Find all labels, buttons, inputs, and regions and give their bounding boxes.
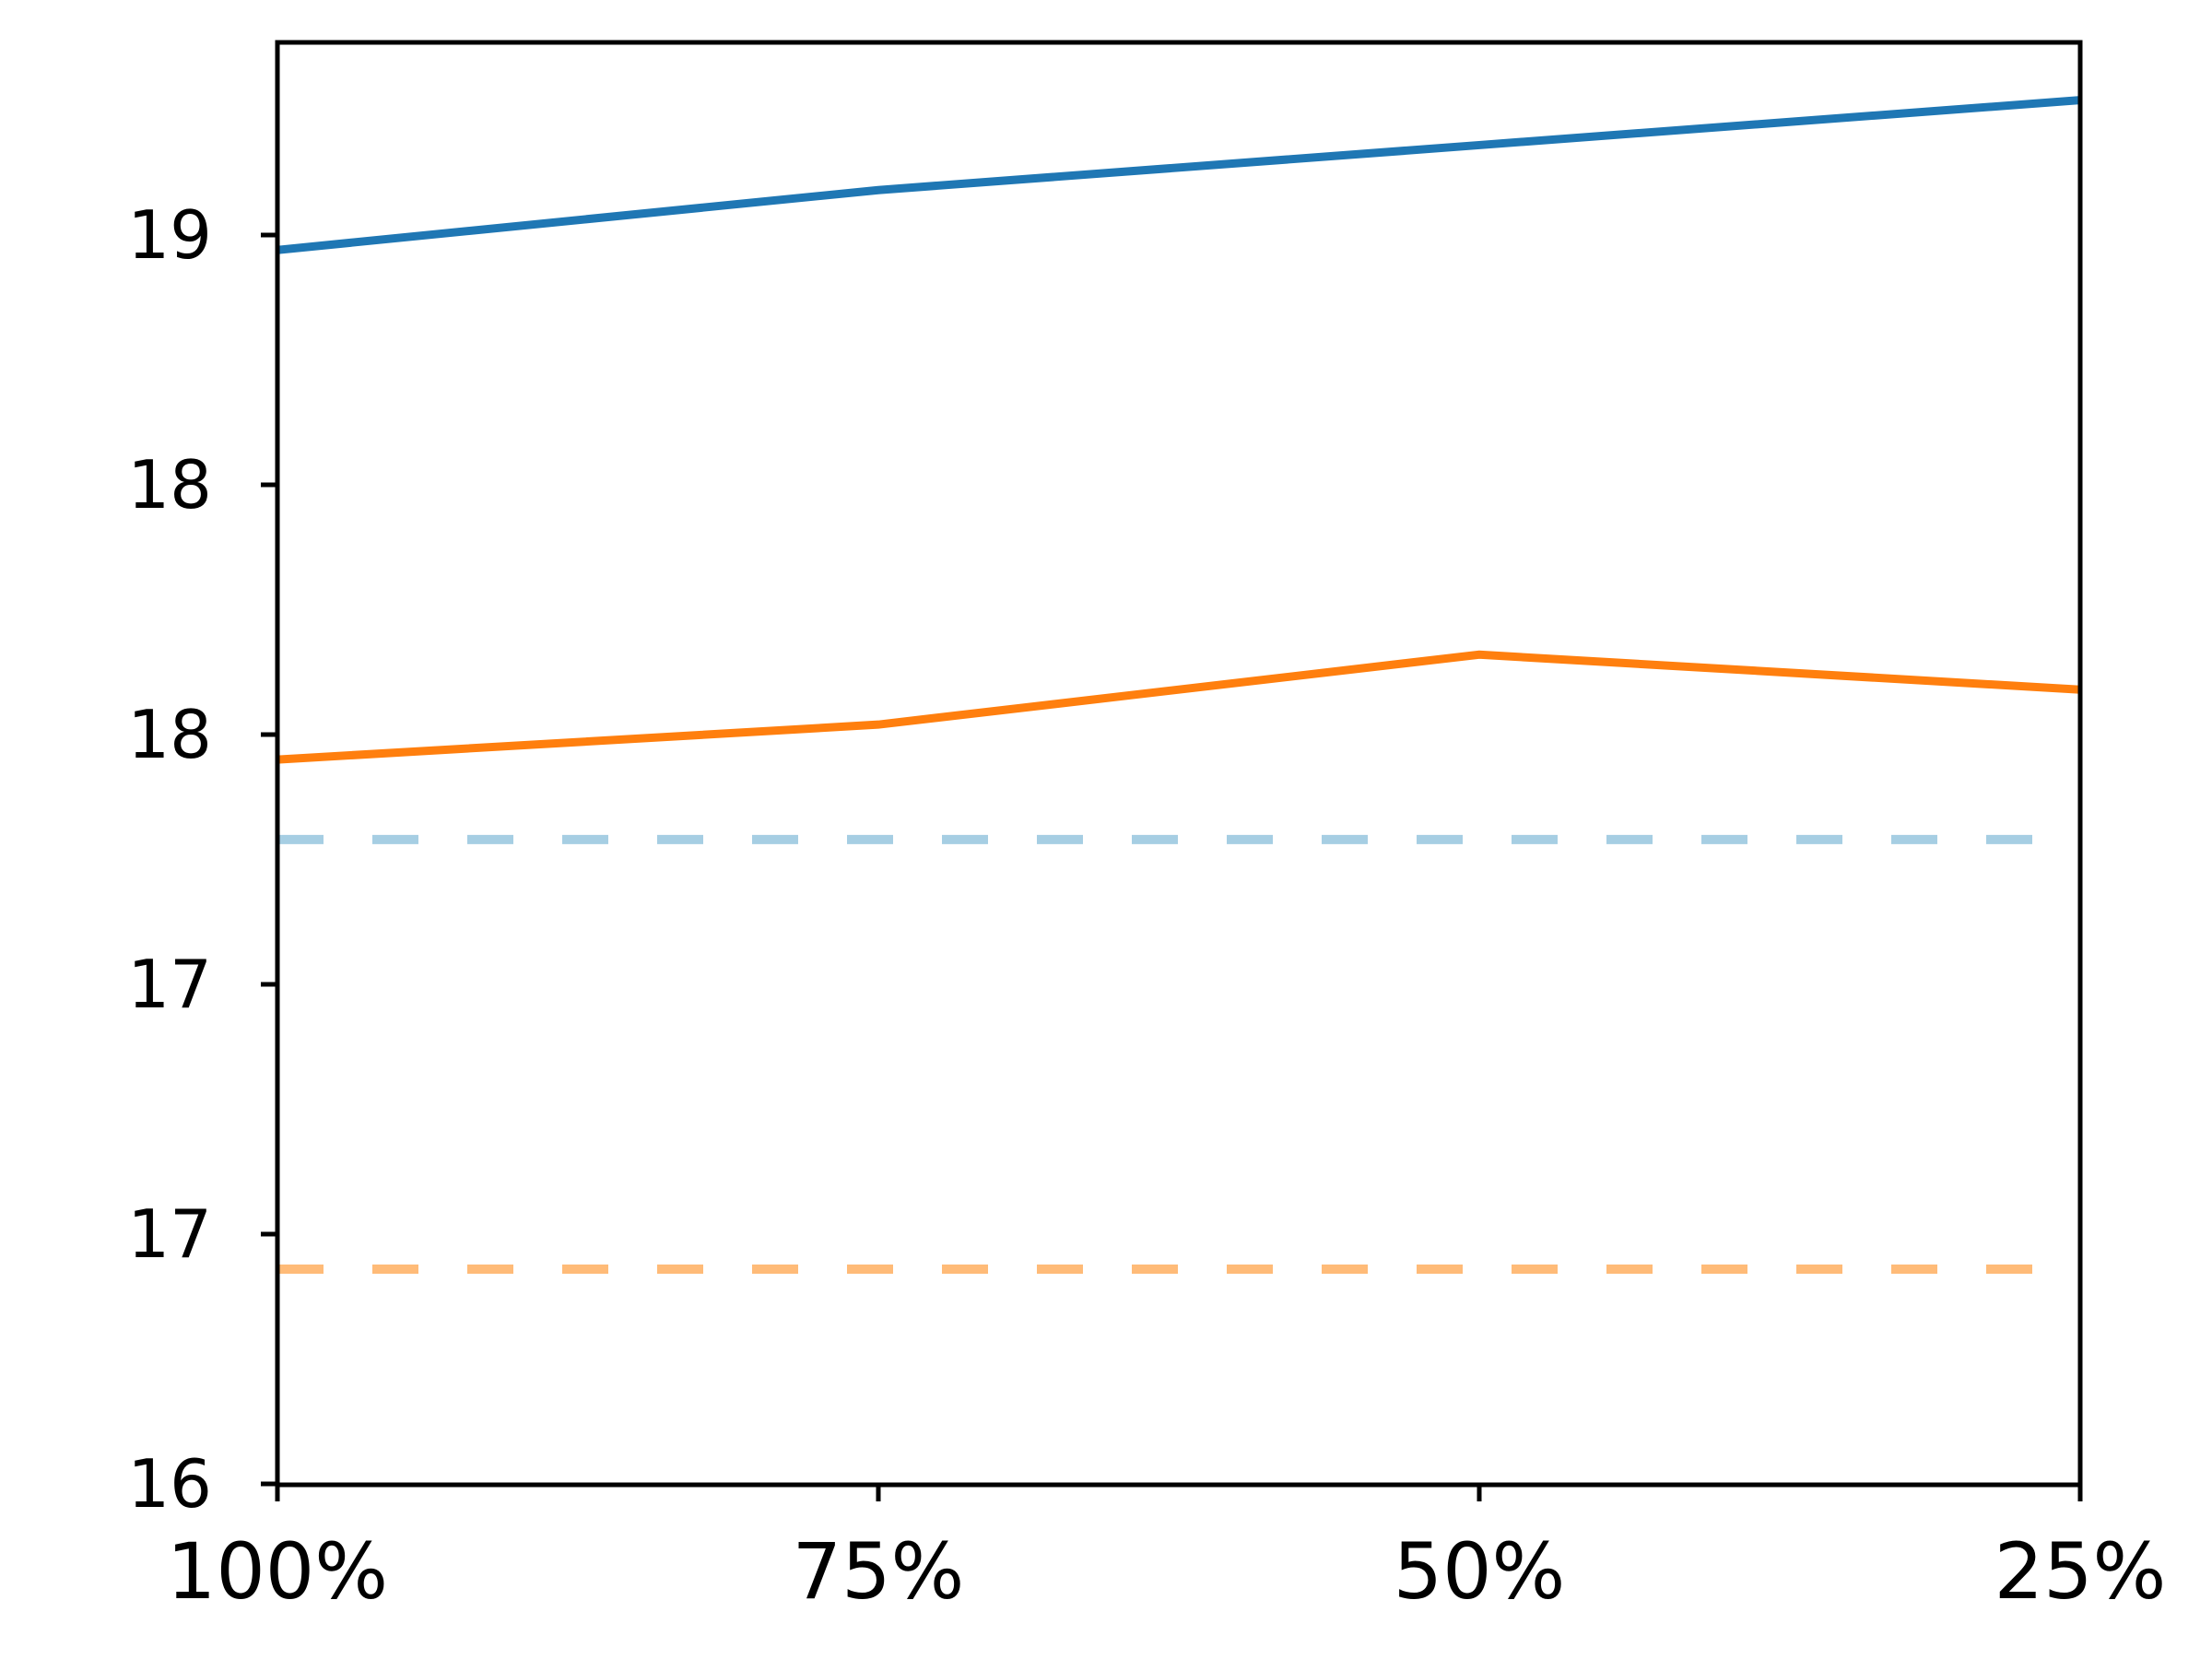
axes-frame (275, 40, 2083, 1488)
y-tick-label: 16 (127, 1445, 212, 1523)
solid-orange-line (277, 650, 2080, 764)
y-tick-label: 17 (127, 946, 212, 1023)
y-tick-label: 17 (127, 1195, 212, 1273)
y-tick-label: 18 (127, 446, 212, 524)
solid-blue-line (277, 96, 2080, 254)
x-tick-label: 75% (793, 1526, 965, 1617)
x-tick-label: 100% (167, 1526, 388, 1617)
x-tick-label: 25% (1994, 1526, 2167, 1617)
x-tick-label: 50% (1394, 1526, 1566, 1617)
plot-area (277, 42, 2080, 1485)
y-tick-label: 18 (127, 696, 212, 773)
y-tick-label: 19 (127, 196, 212, 274)
